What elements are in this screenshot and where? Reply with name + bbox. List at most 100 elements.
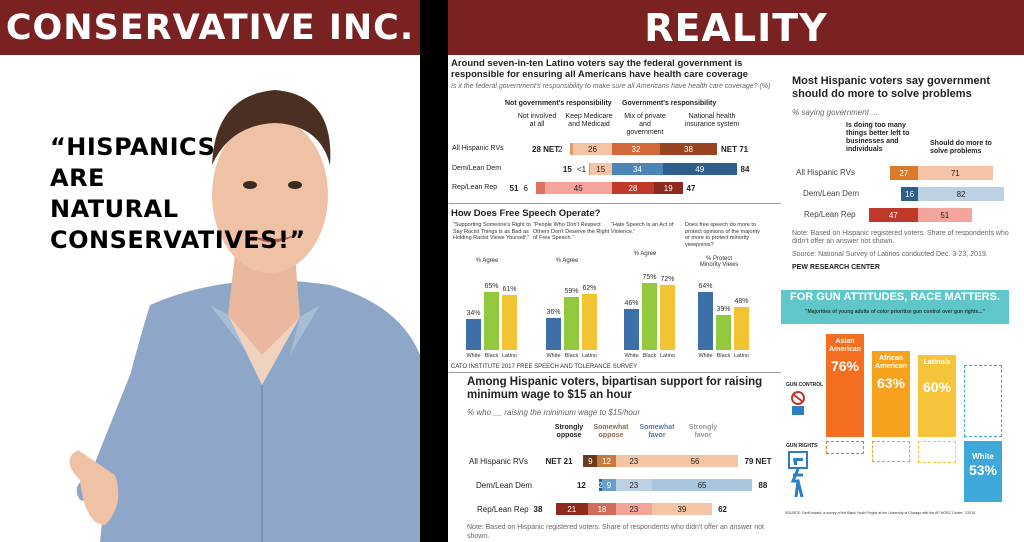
tick-label: Black	[484, 353, 499, 359]
column-header: Mix of private and government	[624, 113, 666, 136]
axis-label: % Agree	[475, 258, 499, 264]
tick-label: Black	[716, 353, 731, 359]
chart-source: CATO INSTITUTE 2017 FREE SPEECH AND TOLE…	[451, 364, 638, 370]
chart-note: Note: Based on Hispanic registered voter…	[467, 524, 764, 540]
bar-gun-control	[872, 351, 910, 437]
bar-strongly-oppose: 9	[583, 455, 598, 467]
bar-keep-medicare: 15	[589, 163, 612, 175]
tick-label: Black	[642, 353, 657, 359]
bar	[564, 296, 579, 350]
row-label: Rep/Lean Rep	[804, 210, 856, 219]
column-header: Somewhat oppose	[593, 424, 629, 439]
bar-somewhat-oppose: 9	[602, 479, 616, 491]
bar-strongly-oppose: 21	[555, 503, 589, 515]
bar-gun-rights	[964, 441, 1002, 502]
tick-label: White	[624, 353, 639, 359]
tick-label: White	[698, 353, 713, 359]
data-label: 59%	[564, 287, 579, 295]
bar-national: 19	[654, 182, 683, 194]
tick-label: Latino	[734, 353, 749, 359]
data-label: 36%	[546, 308, 561, 316]
value-not-involved: 6	[523, 184, 528, 193]
bar-strongly-favor: 65	[651, 479, 753, 491]
question-text: Does free speech do more to protect opin…	[685, 222, 760, 248]
person-photo	[69, 90, 420, 542]
bar-somewhat-oppose: 18	[588, 503, 616, 515]
chart-subtitle: % saying government ...	[792, 108, 878, 117]
group-header: Not government's responsibility	[505, 100, 612, 107]
quote-line: NATURAL	[50, 195, 179, 223]
value-net-not: 51	[509, 184, 519, 193]
question-text: “Hate Speech Is an Act of Violence.”	[611, 222, 674, 235]
series-label: Asian American	[829, 337, 861, 353]
series-label: White	[972, 452, 994, 461]
bar	[484, 291, 499, 350]
chart-title: Around seven-in-ten Latino voters say th…	[451, 58, 748, 80]
bar	[466, 319, 481, 350]
column-header: Strongly oppose	[554, 424, 584, 439]
bar-somewhat-oppose: 12	[597, 455, 616, 467]
axis-label: % Protect Minority Views	[699, 256, 739, 268]
data-label: 61%	[502, 286, 517, 294]
value-net-oppose: 12	[576, 481, 586, 490]
tick-label: White	[546, 353, 561, 359]
bar-mix: 28	[612, 182, 654, 194]
gun-header	[781, 290, 1009, 324]
column-header: Should do more to solve problems	[930, 140, 992, 155]
bar-not-involved	[535, 182, 545, 194]
group-header: Government's responsibility	[622, 100, 717, 107]
bar-too-many: 27	[889, 166, 918, 180]
chart-source: Source: National Survey of Latinos condu…	[792, 251, 988, 258]
bar-too-many: 47	[868, 208, 918, 222]
chart-title: How Does Free Speech Operate?	[451, 208, 601, 219]
bar-gun-control	[918, 355, 956, 437]
row-label: Dem/Lean Dem	[452, 165, 502, 172]
data-label: 63%	[876, 375, 906, 392]
bar-somewhat-favor: 23	[616, 455, 652, 467]
divider	[449, 203, 781, 204]
data-label: 39%	[716, 305, 731, 313]
question-text: “Supporting Someone's Right to Say Racis…	[453, 222, 531, 241]
value-net-gov: 47	[686, 184, 696, 193]
gun-control-icon	[791, 391, 805, 415]
quote-line: CONSERVATIVES!”	[50, 226, 306, 254]
data-label: 62%	[582, 285, 597, 293]
value-not-involved: 2	[558, 145, 563, 154]
bar-not-involved	[570, 143, 573, 155]
tick-label: Latino	[502, 353, 517, 359]
bar	[582, 294, 597, 350]
column-header: National health insurance system	[684, 113, 740, 128]
bar-not-involved	[588, 163, 590, 175]
bar-strongly-favor: 56	[651, 455, 739, 467]
brand-label: PEW RESEARCH CENTER	[792, 264, 880, 271]
bar-gun-rights	[872, 441, 910, 462]
data-label: 64%	[698, 283, 713, 291]
value-net-favor: 79 NET	[744, 457, 772, 466]
axis-label: % Agree	[555, 258, 579, 264]
bar	[716, 314, 731, 350]
value-net-gov: NET 71	[721, 145, 749, 154]
data-label: 76%	[830, 357, 860, 374]
column-header: Somewhat favor	[639, 424, 675, 439]
bar	[546, 317, 561, 350]
right-banner: REALITY	[448, 0, 1024, 55]
bar	[502, 295, 517, 350]
row-label: Dem/Lean Dem	[803, 189, 860, 198]
row-label: All Hispanic RVs	[469, 457, 528, 466]
bar-gun-rights	[826, 441, 864, 455]
bar-national: 38	[660, 143, 717, 155]
quote-line: “HISPANICS	[50, 133, 216, 161]
value-net-not: 15	[562, 165, 572, 174]
chart-subtitle: Is it the federal government's responsib…	[451, 83, 771, 90]
bar-do-more: 82	[918, 187, 1005, 201]
value-net-favor: 62	[718, 505, 727, 514]
row-label: All Hispanic RVs	[796, 168, 855, 177]
bar	[642, 282, 657, 350]
tick-label: White	[466, 353, 481, 359]
bar-gun-control-outline	[964, 364, 1002, 437]
value-not-involved: <1	[576, 165, 587, 174]
bar-mix: 32	[612, 143, 660, 155]
bar-somewhat-favor: 23	[616, 503, 652, 515]
data-label: 53%	[968, 462, 998, 478]
gun-rights-icon	[788, 451, 808, 498]
